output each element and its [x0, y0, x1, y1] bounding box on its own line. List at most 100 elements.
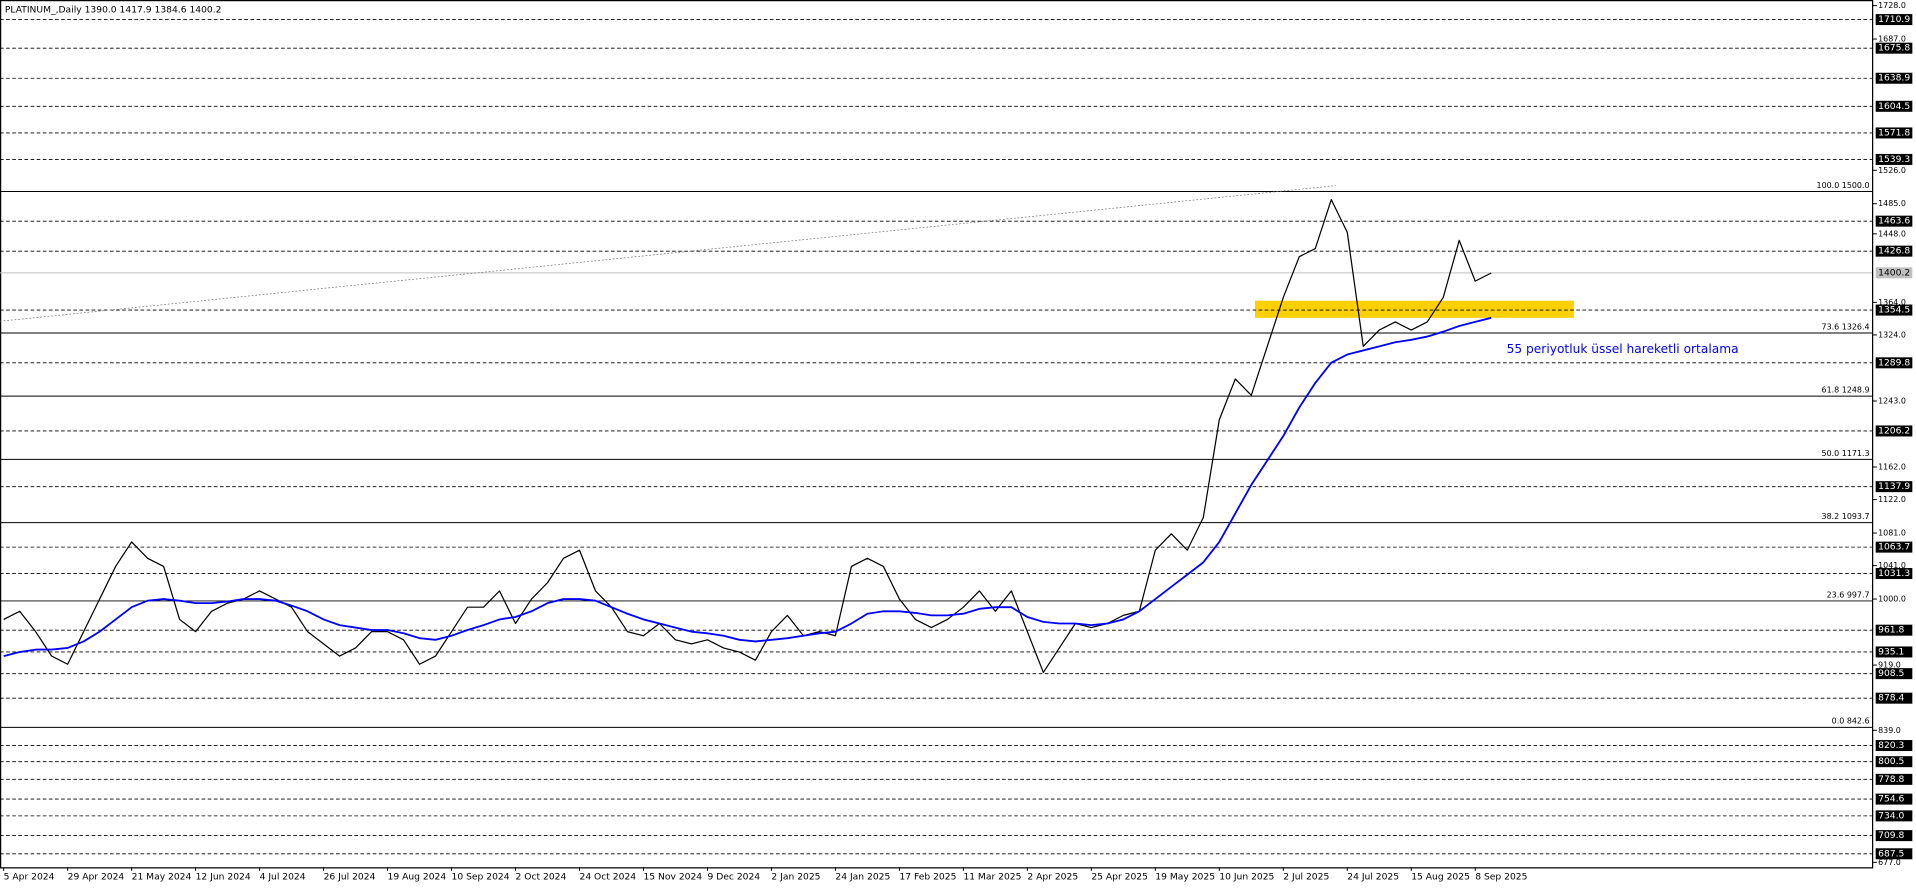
y-tick-label: 1000.0	[1878, 595, 1906, 604]
x-tick-label: 10 Sep 2024	[452, 872, 510, 883]
x-tick-label: 21 May 2024	[132, 872, 192, 883]
level-label: 820.3	[1878, 740, 1904, 751]
x-tick-label: 24 Jul 2025	[1347, 872, 1399, 883]
chart-title: PLATINUM_,Daily 1390.0 1417.9 1384.6 140…	[5, 4, 222, 15]
x-tick-label: 25 Apr 2025	[1091, 872, 1148, 883]
x-tick-label: 11 Mar 2025	[963, 872, 1021, 883]
price-line	[3, 199, 1492, 674]
x-tick-label: 12 Jun 2024	[196, 872, 251, 883]
level-label: 1539.3	[1878, 154, 1910, 165]
level-label: 754.6	[1878, 794, 1904, 805]
level-label: 935.1	[1878, 646, 1904, 657]
level-box	[1875, 14, 1913, 26]
level-label: 734.0	[1878, 810, 1904, 821]
trend-line	[0, 185, 1336, 322]
y-tick-label: 1526.0	[1878, 166, 1906, 175]
y-tick-label: 1485.0	[1878, 199, 1906, 208]
level-box	[1875, 740, 1913, 752]
x-tick-label: 17 Feb 2025	[899, 872, 956, 883]
x-tick-label: 5 Apr 2024	[4, 872, 55, 883]
level-label: 878.4	[1878, 693, 1904, 704]
y-tick-label: 839.0	[1878, 726, 1901, 735]
level-label: 687.5	[1878, 848, 1904, 859]
fib-label: 50.0 1171.3	[1822, 449, 1870, 458]
x-tick-label: 24 Jan 2025	[835, 872, 890, 883]
level-label: 1426.8	[1878, 246, 1910, 257]
fib-label: 38.2 1093.7	[1822, 512, 1870, 521]
level-box	[1875, 692, 1913, 704]
level-box	[1875, 481, 1913, 493]
x-tick-label: 19 May 2025	[1155, 872, 1215, 883]
y-tick-label: 1324.0	[1878, 330, 1906, 339]
y-tick-label: 677.0	[1878, 858, 1901, 867]
x-tick-label: 8 Sep 2025	[1475, 872, 1527, 883]
level-box	[1875, 568, 1913, 580]
level-box	[1875, 153, 1913, 165]
level-box	[1875, 357, 1913, 369]
x-tick-label: 26 Jul 2024	[324, 872, 376, 883]
level-label: 1137.9	[1878, 481, 1910, 492]
level-label: 1604.5	[1878, 101, 1910, 112]
x-tick-label: 2 Apr 2025	[1027, 872, 1078, 883]
x-tick-label: 10 Jun 2025	[1219, 872, 1274, 883]
y-tick-label: 1448.0	[1878, 229, 1906, 238]
y-tick-label: 1728.0	[1878, 1, 1906, 10]
level-label: 1638.9	[1878, 73, 1910, 84]
x-tick-label: 24 Oct 2024	[579, 872, 636, 883]
level-label: 1031.3	[1878, 568, 1910, 579]
level-box	[1875, 830, 1913, 842]
x-tick-label: 9 Dec 2024	[707, 872, 760, 883]
level-label: 1063.7	[1878, 542, 1910, 553]
y-tick-label: 919.0	[1878, 661, 1901, 670]
fib-label: 61.8 1248.9	[1822, 386, 1870, 395]
fib-label: 100.0 1500.0	[1817, 181, 1870, 190]
level-box	[1875, 810, 1913, 822]
level-label: 778.8	[1878, 774, 1904, 785]
ema-line	[3, 316, 1492, 657]
x-tick-label: 19 Aug 2024	[388, 872, 447, 883]
level-label: 908.5	[1878, 668, 1904, 679]
y-tick-label: 1122.0	[1878, 495, 1906, 504]
y-tick-label: 1081.0	[1878, 529, 1906, 538]
current-price-label: 1400.2	[1878, 267, 1910, 278]
y-tick-label: 1364.0	[1878, 298, 1906, 307]
level-box	[1875, 848, 1913, 860]
current-price-box	[1875, 267, 1913, 279]
level-label: 1675.8	[1878, 43, 1910, 54]
x-tick-label: 2 Jul 2025	[1283, 872, 1329, 883]
level-label: 1354.5	[1878, 305, 1910, 316]
level-box	[1875, 756, 1913, 768]
level-box	[1875, 624, 1913, 636]
level-label: 961.8	[1878, 625, 1904, 636]
level-box	[1875, 541, 1913, 553]
y-tick-label: 1687.0	[1878, 35, 1906, 44]
level-label: 1289.8	[1878, 357, 1910, 368]
level-box	[1875, 646, 1913, 658]
level-box	[1875, 72, 1913, 84]
level-box	[1875, 245, 1913, 257]
support-zone	[1254, 300, 1574, 318]
level-box	[1875, 668, 1913, 680]
level-box	[1875, 42, 1913, 54]
fib-label: 73.6 1326.4	[1822, 322, 1870, 331]
level-box	[1875, 100, 1913, 112]
level-label: 709.8	[1878, 830, 1904, 841]
x-tick-label: 2 Oct 2024	[516, 872, 567, 883]
x-tick-label: 15 Aug 2025	[1411, 872, 1470, 883]
level-label: 1571.8	[1878, 127, 1910, 138]
x-tick-label: 2 Jan 2025	[771, 872, 820, 883]
level-box	[1875, 304, 1913, 316]
level-box	[1875, 215, 1913, 227]
y-tick-label: 1243.0	[1878, 396, 1906, 405]
x-tick-label: 4 Jul 2024	[260, 872, 306, 883]
level-label: 800.5	[1878, 756, 1904, 767]
level-box	[1875, 425, 1913, 437]
level-box	[1875, 127, 1913, 139]
level-label: 1206.2	[1878, 425, 1910, 436]
plot-frame	[0, 0, 1874, 869]
x-tick-label: 29 Apr 2024	[68, 872, 125, 883]
fib-label: 0.0 842.6	[1832, 717, 1870, 726]
level-label: 1710.9	[1878, 14, 1910, 25]
level-box	[1875, 773, 1913, 785]
